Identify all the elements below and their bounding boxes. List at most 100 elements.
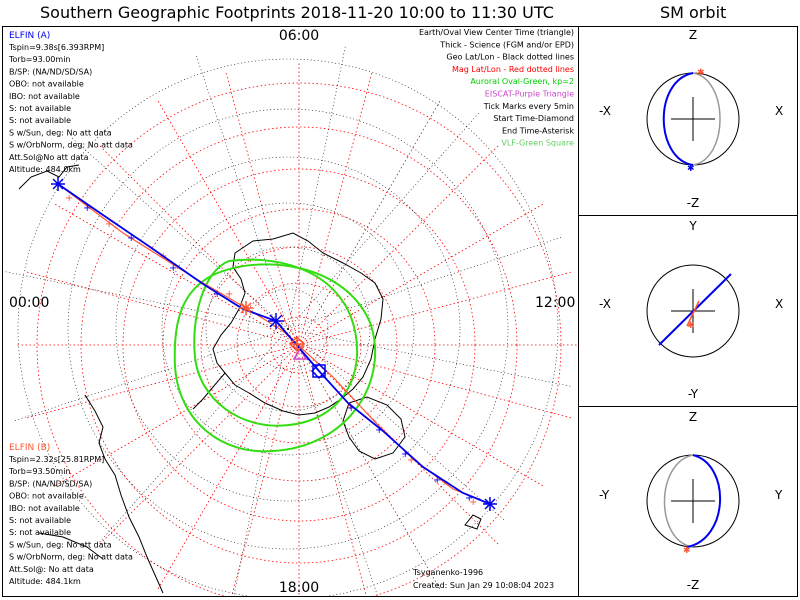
elfin-a-center-asterisk: [268, 313, 284, 329]
orbit-marker: ✱: [687, 321, 695, 331]
elfin-a-info-line: OBO: not available: [9, 80, 84, 89]
mag-lon-line: [298, 100, 441, 346]
mag-lat-circle: [80, 126, 518, 564]
axis-label-down: -Y: [688, 387, 699, 401]
footprint-map-panel: + + + + + + + + + + + + + + + + 06:00 00:00: [2, 26, 579, 597]
legend-entry: Thick - Science (FGM and/or EPD): [439, 40, 574, 49]
mag-lon-line: [157, 100, 300, 346]
elfin-a-end-asterisk: [51, 177, 497, 511]
mag-lon-line: [298, 344, 544, 487]
geo-lat-circle: [247, 288, 329, 370]
geo-lon-line: [287, 328, 506, 522]
legend-entry: Earth/Oval View Center Time (triangle): [419, 28, 574, 37]
orbit-gray: [663, 454, 694, 548]
geo-lat-circle: [115, 156, 461, 502]
elfin-a-track: +++++++++: [57, 183, 491, 505]
africa-coastline: [18, 164, 80, 190]
earth-circle: [646, 264, 740, 358]
mag-lat-circle: [36, 82, 562, 596]
elfin-a-tick: +: [375, 425, 383, 436]
legend-entry: VLF-Green Square: [501, 139, 574, 148]
mag-lon-line: [99, 145, 300, 346]
legend-entry: End Time-Asterisk: [502, 126, 574, 135]
elfin-b-info-line: OBO: not available: [9, 492, 84, 501]
elfin-b-info-line: IBO: not available: [9, 504, 80, 513]
geo-lon-line: [287, 328, 378, 596]
geo-lat-circle: [67, 108, 509, 550]
elfin-b-tick: +: [346, 401, 354, 412]
geo-lon-line: [12, 328, 289, 422]
elfin-b-header: ELFIN (B): [9, 443, 50, 453]
elfin-b-tick: +: [469, 497, 477, 508]
elfin-a-tick: +: [169, 263, 177, 274]
orbit-marker-top: ✱: [697, 68, 705, 78]
auroral-oval: [173, 258, 377, 453]
mag-lon-line: [298, 344, 572, 419]
new-zealand-coastline: [464, 514, 482, 530]
elfin-b-info-line: S w/OrbNorm, deg: No att data: [9, 553, 133, 562]
elfin-b-start-diamond: [288, 335, 306, 353]
mag-lon-line: [54, 203, 300, 346]
elfin-a-tick: +: [433, 475, 441, 486]
mlt-label-bottom: 18:00: [279, 580, 319, 596]
mag-lon-line: [54, 344, 300, 487]
elfin-a-info-line: S: not available: [9, 104, 71, 113]
elfin-b-info-line: B/SP: (NA/ND/SD/SA): [9, 479, 92, 488]
geo-lat-circle: [161, 202, 415, 456]
geo-lon-line: [95, 328, 289, 547]
elfin-b-info-line: S: not available: [9, 528, 71, 537]
orbit-gray: [692, 72, 721, 166]
elfin-a-tick: +: [213, 289, 221, 300]
geo-lon-line: [287, 236, 564, 330]
legend-entry: Auroral Oval-Green, kp=2: [470, 77, 574, 86]
orbit-elfin-a: [662, 72, 694, 166]
south-america-coastline: [38, 394, 164, 594]
elfin-a-tick: +: [83, 203, 91, 214]
mag-lat-circle: [236, 282, 362, 408]
elfin-b-info-line: S w/Sun, deg: No att data: [9, 540, 112, 549]
axis-label-down: -Z: [687, 196, 700, 210]
geo-lat-circle: [205, 246, 371, 412]
mag-lon-line: [298, 271, 572, 346]
model-label: Tsyganenko-1996: [412, 568, 483, 577]
orbit-marker-bottom: ✱: [683, 546, 691, 556]
axis-label-down: -Z: [687, 578, 700, 592]
geo-lon-line: [3, 271, 289, 330]
main-title: Southern Geographic Footprints 2018-11-2…: [40, 3, 554, 22]
geo-lon-line: [195, 53, 289, 330]
elfin-a-info-line: B/SP: (NA/ND/SD/SA): [9, 67, 92, 76]
map-legend: Earth/Oval View Center Time (triangle) Th…: [419, 28, 574, 148]
elfin-a-info-line: Altitude: 484.0km: [9, 165, 81, 174]
geo-lon-line: [287, 111, 481, 330]
elfin-a-path: [57, 183, 491, 505]
orbit-panel-xy: ✱ Y -Y -X X: [578, 215, 798, 407]
axis-label-right: X: [775, 104, 783, 118]
geo-lon-line: [70, 136, 289, 330]
orbit-title: SM orbit: [660, 3, 727, 22]
orbit-elfin-a: [686, 454, 722, 548]
mag-grid: [17, 63, 578, 596]
mag-lon-line: [298, 344, 441, 590]
elfin-b-path: [57, 183, 491, 505]
legend-entry: Mag Lat/Lon - Red dotted lines: [452, 65, 574, 74]
orbit-elfin-b: [686, 300, 700, 327]
elfin-a-tick: +: [465, 493, 473, 504]
elfin-b-info-line: Torb=93.50min: [8, 467, 70, 476]
elfin-a-info: ELFIN (A) Tspin=9.38s[6.393RPM] Torb=93.0…: [8, 31, 133, 174]
elfin-a-start-diamond: [310, 362, 328, 380]
legend-entry: Start Time-Diamond: [493, 114, 574, 123]
elfin-b-tick: +: [407, 455, 415, 466]
elfin-b-tick: +: [105, 219, 113, 230]
legend-entry: Geo Lat/Lon - Black dotted lines: [446, 53, 574, 62]
mag-lon-line: [298, 203, 544, 346]
mag-lon-line: [225, 72, 300, 346]
created-timestamp: Created: Sun Jan 29 10:08:04 2023: [413, 581, 554, 590]
axis-label-up: Z: [689, 410, 697, 424]
orbit-panel-xz: ✱ ✱ Z -Z -X X: [578, 26, 798, 216]
geo-lon-line: [287, 328, 573, 387]
mag-lat-circle: [200, 246, 398, 444]
mag-lon-line: [298, 145, 499, 346]
elfin-a-header: ELFIN (A): [9, 31, 50, 41]
elfin-b-center-asterisk: [239, 301, 253, 315]
geo-lon-line: [287, 44, 346, 330]
